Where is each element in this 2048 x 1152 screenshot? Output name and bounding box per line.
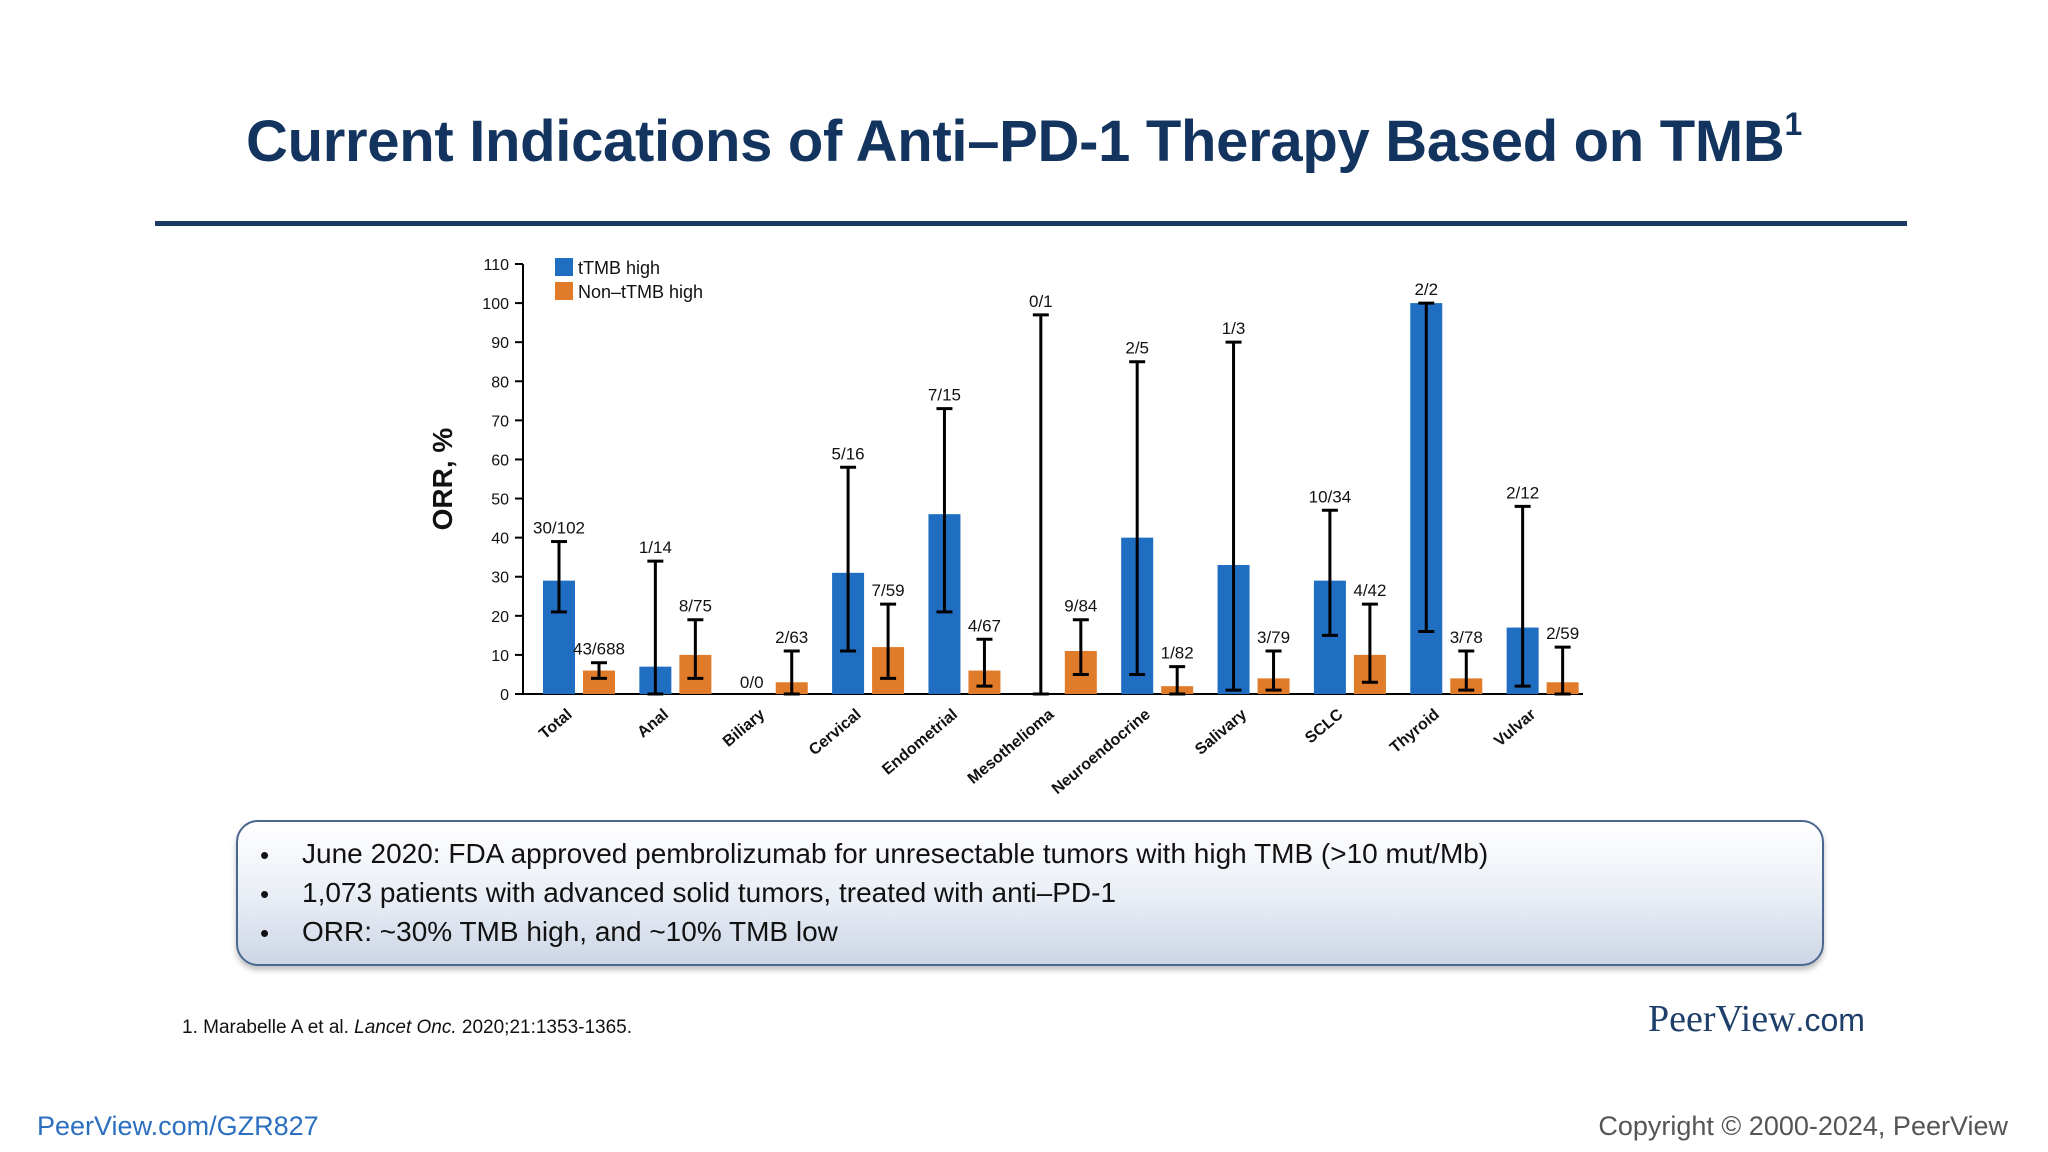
x-tick-label: Endometrial <box>879 706 961 778</box>
y-tick-label: 100 <box>482 296 509 313</box>
data-label: 43/688 <box>573 640 625 659</box>
data-label: 8/75 <box>679 597 712 616</box>
data-label: 2/2 <box>1414 280 1438 299</box>
data-label: 3/78 <box>1450 628 1483 647</box>
data-label: 1/3 <box>1222 319 1246 338</box>
bullet-marker: • <box>260 918 270 948</box>
data-label: 4/42 <box>1353 581 1386 600</box>
bullet-point: 1,073 patients with advanced solid tumor… <box>302 877 1117 908</box>
title-divider <box>155 221 1907 226</box>
data-label: 1/14 <box>639 538 672 557</box>
logo-main: PeerView <box>1648 998 1796 1040</box>
legend-label: Non–tTMB high <box>578 282 703 302</box>
y-tick-label: 20 <box>491 609 509 626</box>
legend-label: tTMB high <box>578 258 660 278</box>
slide-title-text: Current Indications of Anti–PD-1 Therapy… <box>246 109 1785 174</box>
reference-citation: 1. Marabelle A et al. Lancet Onc. 2020;2… <box>182 1017 632 1039</box>
y-tick-label: 50 <box>491 492 509 509</box>
x-tick-label: Cervical <box>806 706 865 759</box>
copyright-text: Copyright © 2000-2024, PeerView <box>1598 1111 2008 1141</box>
y-tick-label: 30 <box>491 570 509 587</box>
x-tick-label: Salivary <box>1192 706 1250 759</box>
data-label: 0/0 <box>740 673 764 692</box>
data-label: 7/15 <box>928 386 961 405</box>
orr-bar-chart: 0 10 20 30 40 50 60 70 80 90 100 110 ORR, % tTMB high… <box>427 257 1583 798</box>
y-tick-label: 60 <box>491 452 509 469</box>
data-label: 0/1 <box>1029 292 1053 311</box>
data-label: 9/84 <box>1064 597 1097 616</box>
footer-link[interactable]: PeerView.com/GZR827 <box>37 1111 319 1141</box>
y-tick-label: 0 <box>500 687 509 704</box>
x-tick-label: Vulvar <box>1491 706 1539 750</box>
y-axis-label: ORR, % <box>427 428 458 531</box>
bullet-marker: • <box>260 879 270 909</box>
reference-journal: Lancet Onc. <box>354 1017 457 1038</box>
peerview-logo: PeerView.com <box>1648 997 1865 1041</box>
x-tick-label: Total <box>536 706 575 743</box>
data-label: 5/16 <box>832 444 865 463</box>
y-tick-label: 90 <box>491 335 509 352</box>
x-tick-label: Neuroendocrine <box>1049 706 1154 798</box>
bar-non-tmb-high <box>583 670 615 694</box>
bullet-marker: • <box>260 840 270 870</box>
y-tick-label: 10 <box>491 648 509 665</box>
data-label: 4/67 <box>968 616 1001 635</box>
data-label: 10/34 <box>1309 487 1352 506</box>
reference-suffix: 2020;21:1353-1365. <box>456 1017 633 1038</box>
data-label: 2/63 <box>775 628 808 647</box>
y-tick-label: 80 <box>491 374 509 391</box>
data-label: 1/82 <box>1161 644 1194 663</box>
data-label: 2/5 <box>1125 339 1149 358</box>
y-tick-label: 40 <box>491 531 509 548</box>
x-tick-label: Biliary <box>720 706 768 751</box>
x-tick-label: SCLC <box>1302 706 1347 747</box>
data-label: 7/59 <box>872 581 905 600</box>
key-points-box: • June 2020: FDA approved pembrolizumab … <box>236 820 1824 966</box>
slide-title: Current Indications of Anti–PD-1 Therapy… <box>0 106 2048 175</box>
x-tick-label: Mesothelioma <box>965 706 1058 788</box>
y-tick-label: 70 <box>491 413 509 430</box>
x-tick-label: Thyroid <box>1387 706 1443 757</box>
x-tick-label: Anal <box>634 706 671 741</box>
data-label: 2/12 <box>1506 483 1539 502</box>
legend-swatch <box>555 282 573 300</box>
reference-prefix: 1. Marabelle A et al. <box>182 1017 355 1038</box>
legend-swatch <box>555 258 573 276</box>
data-label: 2/59 <box>1546 624 1579 643</box>
title-footnote-marker: 1 <box>1784 106 1802 142</box>
logo-suffix: .com <box>1795 1002 1865 1038</box>
y-tick-label: 110 <box>483 257 509 274</box>
data-label: 30/102 <box>533 519 585 538</box>
data-label: 3/79 <box>1257 628 1290 647</box>
bullet-point: ORR: ~30% TMB high, and ~10% TMB low <box>302 916 838 947</box>
bullet-point: June 2020: FDA approved pembrolizumab fo… <box>302 838 1489 869</box>
